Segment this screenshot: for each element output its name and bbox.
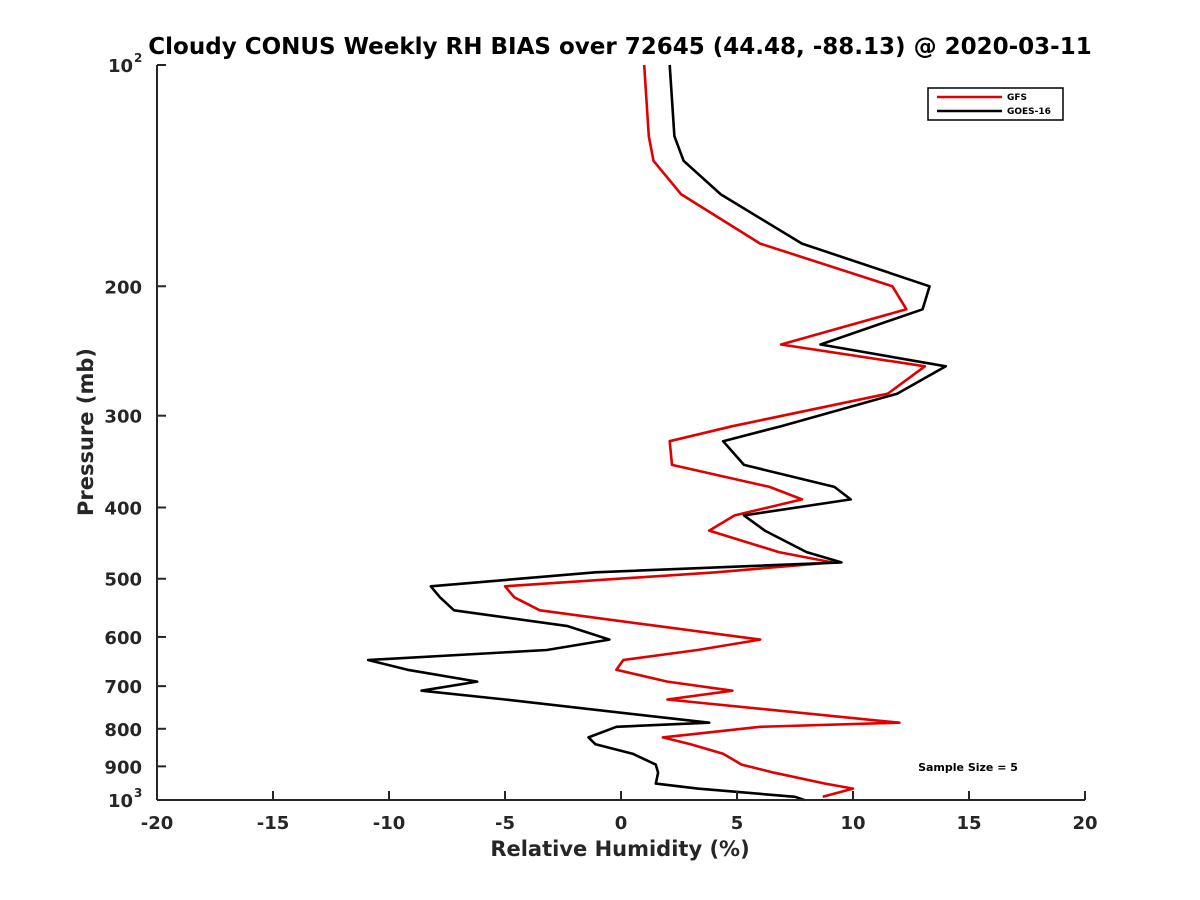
chart-title: Cloudy CONUS Weekly RH BIAS over 72645 (…	[148, 34, 1091, 60]
x-tick-label: 15	[956, 813, 981, 834]
series-layer	[366, 64, 948, 802]
y-tick-label: 300	[104, 407, 142, 428]
legend-label: GFS	[1007, 93, 1027, 103]
x-tick-label: 20	[1072, 813, 1097, 834]
y-tick-label: 500	[104, 570, 142, 591]
legend-entries: GFS GOES-16	[937, 93, 1051, 117]
x-tick-label: -20	[141, 813, 174, 834]
x-tick-label: 10	[840, 813, 865, 834]
legend: GFS GOES-16	[927, 87, 1064, 121]
legend-box	[927, 87, 1064, 121]
x-tick-label: 5	[731, 813, 744, 834]
y-tick-label: 700	[104, 677, 142, 698]
y-tick-exponent: 3	[134, 786, 142, 800]
y-tick-label: 10	[108, 791, 133, 812]
y-tick-label: 600	[104, 628, 142, 649]
y-axis-label: Pressure (mb)	[74, 348, 98, 516]
y-tick-label: 400	[104, 499, 142, 520]
sample-size-annotation: Sample Size = 5	[918, 761, 1018, 774]
x-axis-label: Relative Humidity (%)	[490, 837, 749, 861]
x-tick-label: -10	[373, 813, 406, 834]
x-tick-label: 0	[615, 813, 628, 834]
y-tick-label: 10	[108, 56, 133, 77]
y-tick-label: 900	[104, 757, 142, 778]
y-tick-label: 200	[104, 277, 142, 298]
series-line-goes-16	[366, 64, 948, 802]
y-tick-exponent: 2	[134, 51, 142, 65]
y-tick-label: 800	[104, 720, 142, 741]
x-tick-label: -5	[495, 813, 515, 834]
legend-label: GOES-16	[1007, 107, 1051, 117]
x-tick-label: -15	[257, 813, 290, 834]
series-line-gfs	[503, 64, 927, 799]
